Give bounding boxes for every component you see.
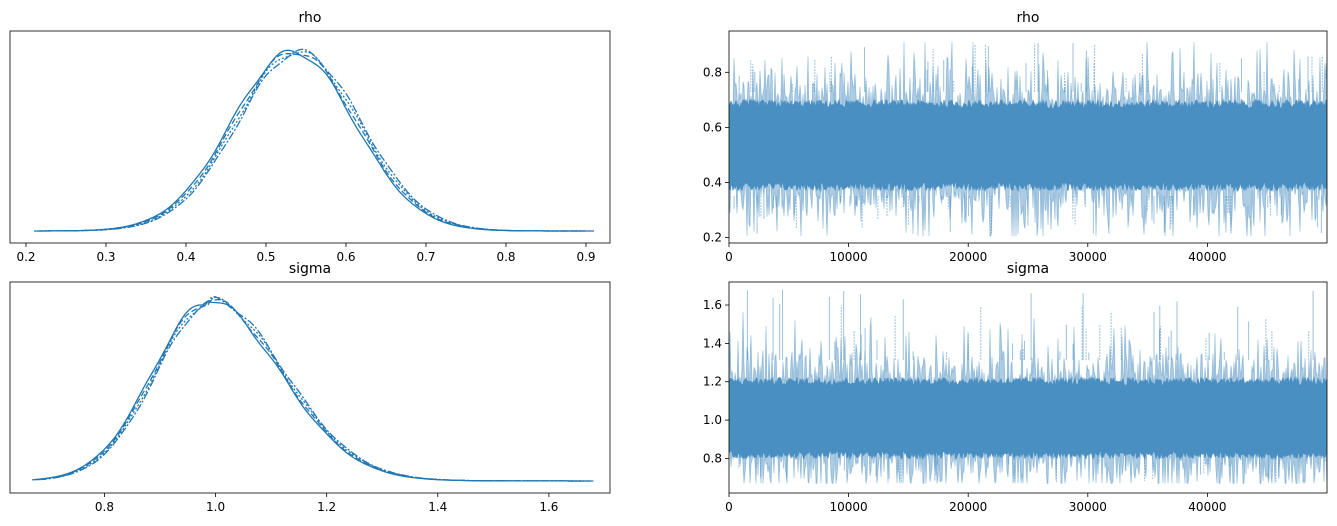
trace-series bbox=[729, 41, 1327, 237]
kde-series-2 bbox=[37, 52, 590, 232]
y-tick-label: 0.2 bbox=[703, 230, 722, 244]
axes-title: rho bbox=[299, 10, 322, 26]
x-tick-label: 10000 bbox=[830, 250, 868, 264]
y-tick-label: 0.8 bbox=[703, 65, 722, 79]
x-tick-label: 0.2 bbox=[16, 250, 35, 264]
x-tick-label: 40000 bbox=[1188, 250, 1226, 264]
x-tick-label: 20000 bbox=[949, 250, 987, 264]
axes-1: rho 0 10000 20000 30000 40000 0.2 0.4 0.6 0.8 bbox=[703, 10, 1328, 264]
x-tick-label: 0.5 bbox=[256, 250, 275, 264]
x-tick-label: 30000 bbox=[1069, 250, 1107, 264]
x-tick-label: 0.6 bbox=[336, 250, 355, 264]
x-tick-label: 1.2 bbox=[317, 500, 336, 514]
axes-3: sigma 0 10000 20000 30000 40000 0.8 1.0 1.2 1.4 1.… bbox=[703, 261, 1328, 514]
x-tick-label: 40000 bbox=[1188, 500, 1226, 514]
kde-series-1 bbox=[32, 301, 594, 482]
x-tick-label: 1.4 bbox=[428, 500, 447, 514]
x-tick-label: 1.6 bbox=[539, 500, 558, 514]
axes-title: sigma bbox=[1007, 261, 1049, 277]
trace-series bbox=[729, 289, 1327, 485]
axes-2: sigma 0.8 1.0 1.2 1.4 1.6 bbox=[9, 261, 611, 514]
kde-series-2 bbox=[34, 299, 590, 482]
x-tick-label: 0.8 bbox=[496, 250, 515, 264]
axes-0: rho 0.2 0.3 0.4 0.5 0.6 0.7 0.8 0.9 bbox=[9, 10, 611, 264]
y-tick-label: 0.8 bbox=[703, 451, 722, 465]
y-tick-label: 0.6 bbox=[703, 120, 722, 134]
x-tick-label: 0 bbox=[725, 250, 733, 264]
x-tick-label: 0.9 bbox=[576, 250, 595, 264]
axes-title: rho bbox=[1017, 10, 1040, 26]
kde-series-3 bbox=[40, 51, 585, 232]
kde-series-1 bbox=[34, 49, 594, 232]
x-tick-label: 0.4 bbox=[176, 250, 195, 264]
x-tick-label: 0.7 bbox=[416, 250, 435, 264]
axes-frame bbox=[9, 30, 611, 244]
axes-frame bbox=[728, 281, 1328, 494]
kde-series-4 bbox=[43, 48, 580, 232]
kde-series-3 bbox=[36, 296, 587, 482]
axes-frame bbox=[728, 30, 1328, 244]
x-tick-label: 0.3 bbox=[96, 250, 115, 264]
trace-core bbox=[729, 98, 1327, 193]
y-tick-label: 0.4 bbox=[703, 175, 722, 189]
y-tick-label: 1.2 bbox=[703, 375, 722, 389]
y-tick-label: 1.0 bbox=[703, 413, 722, 427]
x-tick-label: 0.8 bbox=[95, 500, 114, 514]
x-tick-label: 30000 bbox=[1069, 500, 1107, 514]
axes-frame bbox=[9, 281, 611, 494]
x-tick-label: 1.0 bbox=[206, 500, 225, 514]
trace-core bbox=[729, 376, 1327, 461]
y-tick-label: 1.6 bbox=[703, 298, 722, 312]
x-tick-label: 10000 bbox=[830, 500, 868, 514]
axes-title: sigma bbox=[289, 261, 331, 277]
y-tick-label: 1.4 bbox=[703, 336, 722, 350]
x-tick-label: 20000 bbox=[949, 500, 987, 514]
kde-series-4 bbox=[38, 295, 584, 482]
x-tick-label: 0 bbox=[725, 500, 733, 514]
